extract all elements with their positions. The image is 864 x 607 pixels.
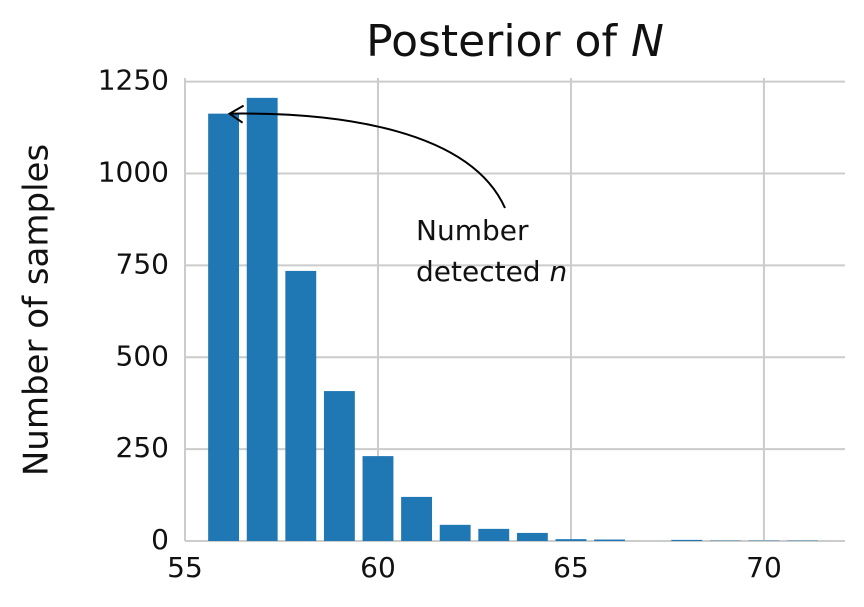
annotation-arrow bbox=[229, 112, 506, 209]
bars bbox=[208, 97, 818, 542]
bar bbox=[478, 528, 510, 541]
annotation-symbol: n bbox=[549, 255, 567, 288]
bar bbox=[555, 539, 587, 541]
annotation-text: detected bbox=[416, 255, 541, 288]
y-tick-label: 0 bbox=[151, 523, 169, 556]
bar bbox=[516, 532, 548, 541]
chart-title: Posterior of N bbox=[366, 16, 664, 67]
y-axis-label: Number of samples bbox=[17, 144, 57, 476]
x-tick-label: 70 bbox=[746, 551, 782, 584]
title-text: Posterior of bbox=[366, 16, 618, 67]
y-tick-label: 500 bbox=[116, 339, 169, 372]
bar bbox=[285, 270, 317, 541]
bar bbox=[594, 539, 625, 541]
annotation-line1: Number bbox=[416, 214, 529, 247]
bar bbox=[323, 391, 355, 541]
y-tick-label: 750 bbox=[116, 247, 169, 280]
x-tick-label: 55 bbox=[167, 551, 203, 584]
bar bbox=[246, 97, 278, 541]
annotation-line2: detected n bbox=[416, 255, 567, 288]
bar bbox=[362, 456, 394, 541]
bar bbox=[439, 524, 471, 541]
title-symbol: N bbox=[631, 16, 664, 67]
arrow-head bbox=[227, 104, 245, 124]
y-tick-label: 1000 bbox=[98, 156, 169, 189]
grid bbox=[184, 78, 845, 542]
bar bbox=[208, 113, 240, 542]
x-tick-label: 65 bbox=[553, 551, 589, 584]
x-tick-label: 60 bbox=[360, 551, 396, 584]
y-tick-label: 250 bbox=[116, 431, 169, 464]
y-tick-label: 1250 bbox=[98, 64, 169, 97]
bar bbox=[401, 496, 433, 541]
ticks: 0 250 500 750 1000 1250 55 60 65 70 bbox=[98, 64, 782, 584]
bar bbox=[671, 539, 703, 541]
annotation: Number detected n bbox=[227, 104, 567, 288]
